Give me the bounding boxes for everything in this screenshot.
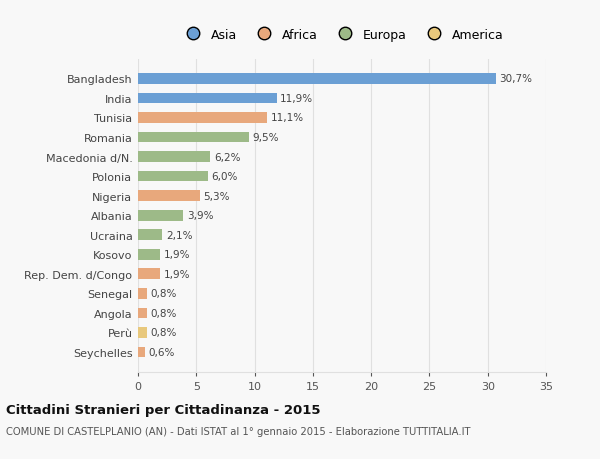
Text: 6,0%: 6,0% xyxy=(211,172,238,182)
Text: 30,7%: 30,7% xyxy=(499,74,532,84)
Text: 1,9%: 1,9% xyxy=(164,269,190,279)
Text: 11,1%: 11,1% xyxy=(271,113,304,123)
Bar xyxy=(138,191,200,202)
Text: Cittadini Stranieri per Cittadinanza - 2015: Cittadini Stranieri per Cittadinanza - 2… xyxy=(6,403,320,416)
Text: 2,1%: 2,1% xyxy=(166,230,193,240)
Bar xyxy=(138,210,184,221)
Bar xyxy=(138,269,160,280)
Text: 0,8%: 0,8% xyxy=(151,308,177,318)
Text: 0,8%: 0,8% xyxy=(151,328,177,338)
Bar xyxy=(138,93,277,104)
Bar xyxy=(138,113,268,123)
Text: 6,2%: 6,2% xyxy=(214,152,240,162)
Text: 5,3%: 5,3% xyxy=(203,191,230,201)
Bar xyxy=(138,132,249,143)
Text: 1,9%: 1,9% xyxy=(164,250,190,260)
Text: 9,5%: 9,5% xyxy=(252,133,279,143)
Text: 3,9%: 3,9% xyxy=(187,211,214,221)
Bar xyxy=(138,152,210,162)
Bar xyxy=(138,249,160,260)
Bar xyxy=(138,74,496,84)
Legend: Asia, Africa, Europa, America: Asia, Africa, Europa, America xyxy=(181,28,503,41)
Bar xyxy=(138,308,148,319)
Bar xyxy=(138,230,163,241)
Text: COMUNE DI CASTELPLANIO (AN) - Dati ISTAT al 1° gennaio 2015 - Elaborazione TUTTI: COMUNE DI CASTELPLANIO (AN) - Dati ISTAT… xyxy=(6,426,470,436)
Bar xyxy=(138,171,208,182)
Bar xyxy=(138,347,145,358)
Bar xyxy=(138,327,148,338)
Text: 0,6%: 0,6% xyxy=(148,347,175,357)
Bar xyxy=(138,288,148,299)
Text: 0,8%: 0,8% xyxy=(151,289,177,299)
Text: 11,9%: 11,9% xyxy=(280,94,313,104)
